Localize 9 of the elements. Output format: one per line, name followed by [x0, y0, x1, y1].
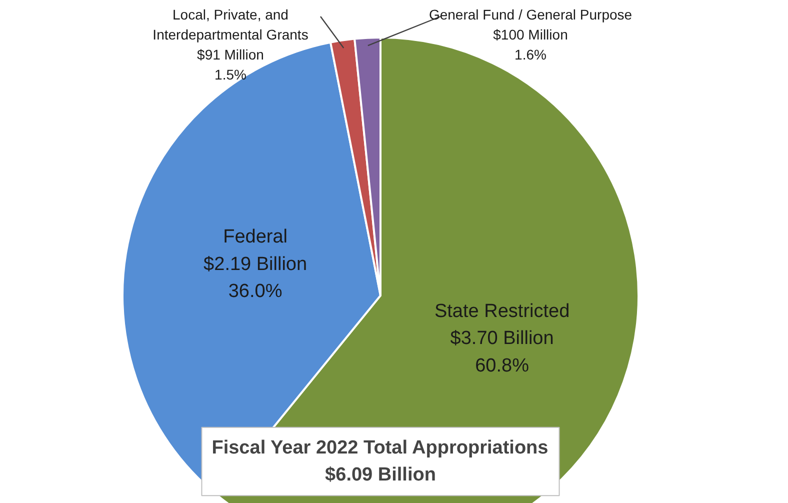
data-label: $91 Million 1.5% — [197, 46, 264, 82]
data-label: $100 Million 1.6% — [493, 26, 568, 62]
slice-label: Federal — [223, 226, 288, 248]
slice-label: Local, Private, and Interdepartmental Grants — [152, 6, 308, 42]
slice-label: General Fund / General Purpose — [428, 6, 632, 22]
slice-label: State Restricted — [434, 300, 570, 322]
data-label: $3.70 Billion 60.8% — [450, 328, 554, 376]
data-label: $2.19 Billion 36.0% — [204, 254, 308, 302]
text: Fiscal Year 2022 Total Appropriations $6.09 Billion — [212, 437, 548, 486]
